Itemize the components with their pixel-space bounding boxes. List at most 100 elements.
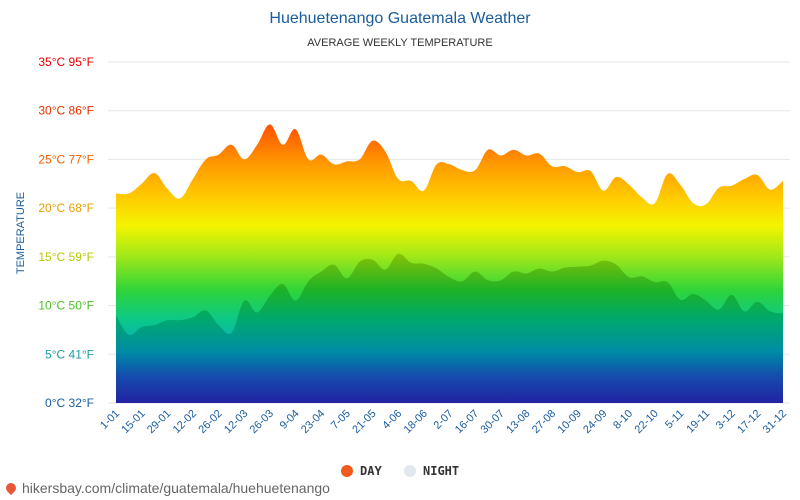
day-point bbox=[372, 140, 374, 142]
day-point bbox=[538, 153, 540, 155]
day-point bbox=[359, 158, 361, 160]
night-point bbox=[307, 280, 309, 282]
day-point bbox=[641, 196, 643, 198]
night-point bbox=[667, 281, 669, 283]
night-point bbox=[525, 272, 527, 274]
night-point bbox=[269, 295, 271, 297]
y-tick-label: 20°C 68°F bbox=[38, 201, 94, 215]
day-point bbox=[192, 178, 194, 180]
night-point bbox=[153, 324, 155, 326]
night-point bbox=[141, 326, 143, 328]
night-point bbox=[436, 268, 438, 270]
day-point bbox=[282, 144, 284, 146]
day-point bbox=[577, 171, 579, 173]
night-point bbox=[615, 264, 617, 266]
x-tick-label: 18-06 bbox=[402, 408, 430, 436]
day-point bbox=[141, 183, 143, 185]
night-point bbox=[513, 270, 515, 272]
chart-title: Huehuetenango Guatemala Weather bbox=[269, 10, 531, 27]
night-area bbox=[116, 253, 783, 403]
x-tick-label: 13-08 bbox=[504, 408, 532, 436]
day-point bbox=[551, 165, 553, 167]
day-point bbox=[115, 193, 117, 195]
day-point bbox=[307, 158, 309, 160]
night-point bbox=[218, 324, 220, 326]
x-tick-label: 15-01 bbox=[119, 408, 147, 436]
day-point bbox=[128, 193, 130, 195]
night-point bbox=[333, 264, 335, 266]
day-point bbox=[718, 187, 720, 189]
legend-day-label: DAY bbox=[360, 464, 382, 478]
day-point bbox=[769, 189, 771, 191]
x-tick-label: 16-07 bbox=[453, 408, 481, 436]
day-point bbox=[590, 170, 592, 172]
night-point bbox=[577, 266, 579, 268]
day-point bbox=[320, 154, 322, 156]
night-point bbox=[230, 332, 232, 334]
day-point bbox=[230, 144, 232, 146]
day-point bbox=[782, 180, 784, 182]
x-tick-label: 4-06 bbox=[380, 408, 404, 432]
day-point bbox=[243, 158, 245, 160]
x-tick-label: 31-12 bbox=[761, 408, 789, 436]
night-point bbox=[590, 265, 592, 267]
night-point bbox=[564, 267, 566, 269]
y-tick-label: 30°C 86°F bbox=[38, 104, 94, 118]
x-tick-label: 24-09 bbox=[581, 408, 609, 436]
day-point bbox=[525, 155, 527, 157]
source-url: hikersbay.com/climate/guatemala/huehuete… bbox=[22, 480, 330, 496]
night-point bbox=[205, 309, 207, 311]
day-point bbox=[692, 202, 694, 204]
day-point bbox=[449, 163, 451, 165]
day-point bbox=[756, 174, 758, 176]
y-tick-label: 5°C 41°F bbox=[45, 347, 94, 361]
day-point bbox=[744, 178, 746, 180]
day-point bbox=[346, 160, 348, 162]
day-point bbox=[218, 154, 220, 156]
x-tick-label: 5-11 bbox=[663, 408, 686, 431]
night-point bbox=[461, 280, 463, 282]
y-tick-label: 0°C 32°F bbox=[45, 396, 94, 410]
day-point bbox=[153, 172, 155, 174]
x-tick-label: 17-12 bbox=[735, 408, 763, 436]
x-tick-label: 1-01 bbox=[98, 408, 122, 432]
legend-item-night[interactable]: NIGHT bbox=[404, 464, 459, 478]
y-axis-ticks: 0°C 32°F 5°C 41°F 10°C 50°F 15°C 59°F 20°C 6… bbox=[38, 55, 94, 410]
chart-subtitle: AVERAGE WEEKLY TEMPERATURE bbox=[307, 37, 492, 49]
x-tick-label: 29-01 bbox=[145, 408, 173, 436]
night-point bbox=[654, 281, 656, 283]
night-point bbox=[602, 260, 604, 262]
night-point bbox=[320, 270, 322, 272]
x-tick-label: 7-05 bbox=[329, 408, 353, 432]
night-point bbox=[500, 279, 502, 281]
night-point bbox=[692, 293, 694, 295]
day-point bbox=[500, 155, 502, 157]
x-tick-label: 19-11 bbox=[684, 408, 712, 436]
source-link[interactable]: hikersbay.com/climate/guatemala/huehuete… bbox=[3, 480, 330, 496]
night-point bbox=[282, 283, 284, 285]
day-point bbox=[615, 176, 617, 178]
night-point bbox=[487, 279, 489, 281]
day-point bbox=[423, 190, 425, 192]
night-point bbox=[551, 270, 553, 272]
y-tick-label: 10°C 50°F bbox=[38, 299, 94, 313]
night-point bbox=[346, 277, 348, 279]
x-tick-label: 9-04 bbox=[278, 408, 302, 432]
day-point bbox=[179, 197, 181, 199]
night-point bbox=[641, 275, 643, 277]
legend-day-marker bbox=[341, 465, 353, 477]
x-tick-label: 26-03 bbox=[248, 408, 276, 436]
plot-area bbox=[115, 124, 784, 404]
day-point bbox=[256, 144, 258, 146]
day-point bbox=[397, 178, 399, 180]
day-point bbox=[602, 190, 604, 192]
night-point bbox=[179, 319, 181, 321]
y-axis-label: TEMPERATURE bbox=[15, 192, 27, 274]
legend-item-day[interactable]: DAY bbox=[341, 464, 382, 478]
day-point bbox=[295, 128, 297, 130]
night-point bbox=[397, 253, 399, 255]
night-point bbox=[243, 300, 245, 302]
day-point bbox=[487, 149, 489, 151]
day-point bbox=[474, 169, 476, 171]
